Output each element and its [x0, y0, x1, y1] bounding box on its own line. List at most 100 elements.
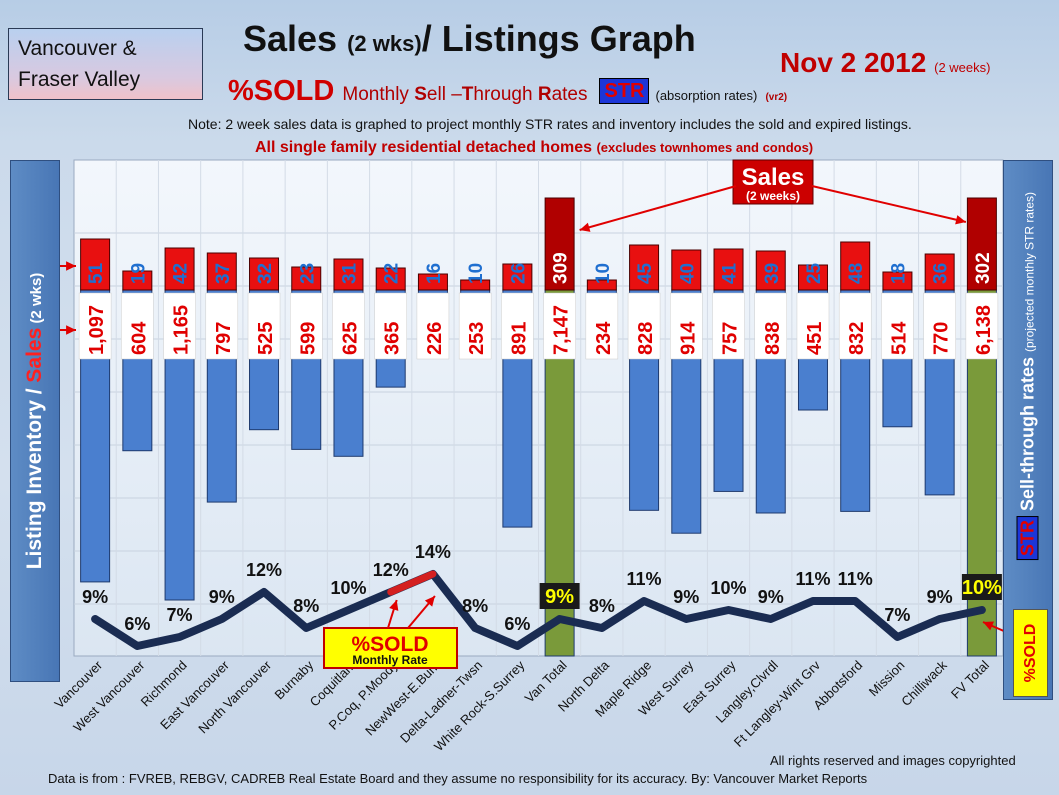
percent-label: 11% [795, 569, 830, 589]
sales-bar [375, 267, 406, 291]
sales-bar [544, 197, 575, 291]
subtitle-main: All single family residential detached h… [255, 139, 597, 156]
right-axis-text: Sell-through rates [1017, 352, 1038, 517]
inventory-label-box [332, 292, 365, 360]
left-axis-suffix: (2 wks) [28, 272, 45, 328]
sales-bar [586, 279, 617, 291]
inventory-axis-pointer-head [66, 325, 76, 335]
sales-value-label: 41 [720, 262, 741, 284]
sales-bar [80, 238, 111, 291]
sales-bar [206, 252, 237, 291]
sales-callout-box [732, 159, 814, 205]
sales-bar [502, 263, 533, 291]
sold-arrow-left-head [389, 600, 399, 611]
inventory-value-label: 226 [424, 322, 446, 355]
str-line [91, 570, 986, 650]
inventory-label-box [754, 292, 787, 360]
category-label: FV Total [948, 657, 992, 701]
inventory-value-label: 625 [339, 322, 361, 355]
inventory-value-label: 914 [677, 321, 699, 355]
category-label: NewWest-E.Burn [362, 658, 443, 739]
right-sold-badge: %SOLD [1013, 609, 1048, 697]
inventory-label-box [78, 292, 112, 360]
sales-value-label: 31 [339, 262, 360, 284]
percent-label: 6% [504, 614, 530, 634]
date-suffix: (2 weeks) [934, 60, 991, 75]
total-percent-box [961, 574, 1002, 600]
sales-value-label: 51 [86, 262, 107, 284]
copyright-note: All rights reserved and images copyright… [770, 753, 1016, 768]
inventory-value-label: 797 [213, 322, 235, 355]
percent-label: 8% [293, 596, 319, 616]
inventory-label-box [712, 292, 745, 360]
sold-callout-box [323, 627, 458, 669]
percent-label: 12% [373, 560, 409, 580]
inventory-value-label: 7,147 [551, 305, 573, 355]
left-axis-panel: Listing Inventory / Sales (2 wks) [10, 160, 60, 682]
inventory-label-box [670, 292, 703, 360]
inventory-label-box [374, 292, 407, 360]
region-line-1: Vancouver & [18, 37, 137, 60]
date-value: Nov 2 2012 [780, 47, 927, 78]
sales-callout-subtext: (2 weeks) [746, 189, 800, 203]
sales-value-label: 10 [593, 263, 614, 284]
left-axis-slash: / [23, 382, 46, 395]
percent-label: 9% [82, 587, 108, 607]
sales-bar [629, 244, 660, 291]
inventory-value-label: 514 [888, 321, 910, 355]
sell-through-hrough: hrough [473, 84, 538, 105]
sales-arrow-right-head [955, 215, 966, 225]
sold-callout-subtext: Monthly Rate [352, 653, 428, 667]
inventory-label-box [965, 292, 999, 360]
sales-value-label: 18 [888, 263, 909, 284]
sales-bar [291, 266, 322, 291]
inventory-label-box [627, 292, 661, 360]
sell-through-s: S [414, 84, 427, 105]
inventory-label-box [543, 292, 576, 360]
percent-label: 9% [758, 587, 784, 607]
version-tag: (vr2) [765, 92, 788, 103]
title-listings: / Listings Graph [421, 18, 696, 59]
percent-label: 9% [209, 587, 235, 607]
subtitle-small: (excludes townhomes and condos) [596, 140, 814, 155]
inventory-value-label: 365 [382, 322, 404, 355]
right-axis-panel: STR Sell-through rates (projected monthl… [1003, 160, 1053, 700]
str-line-highlight [387, 570, 437, 596]
sales-bar [755, 250, 786, 291]
inventory-value-label: 599 [297, 322, 319, 355]
percent-label: 11% [627, 569, 662, 589]
sales-value-label: 16 [424, 263, 445, 284]
report-date: Nov 2 2012 (2 weeks) [780, 47, 990, 79]
inventory-value-label: 525 [255, 322, 277, 355]
sales-value-label: 309 [551, 252, 572, 284]
left-axis-sales: Sales [23, 327, 46, 383]
title-period: (2 wks) [347, 31, 422, 56]
sales-value-label: 302 [973, 252, 994, 284]
sales-bar [713, 248, 744, 291]
percent-label: 14% [415, 542, 451, 562]
sold-arrow-right-head [424, 596, 435, 607]
inventory-label-box [501, 292, 534, 360]
note-text: Note: 2 week sales data is graphed to pr… [188, 116, 912, 132]
sales-bar [671, 249, 702, 291]
sales-bar [249, 257, 280, 291]
inventory-value-label: 6,138 [973, 305, 995, 355]
sales-value-label: 40 [677, 263, 698, 284]
inventory-value-label: 1,097 [86, 305, 108, 355]
sales-value-label: 37 [213, 263, 234, 284]
inventory-label-box [163, 292, 196, 360]
category-label: Mission [866, 658, 908, 700]
absorption-note: (absorption rates) [655, 88, 758, 103]
category-label: Chilliwack [898, 657, 950, 709]
sales-value-label: 19 [128, 263, 149, 284]
sales-value-label: 23 [297, 263, 318, 284]
sales-bar [122, 270, 153, 291]
percent-label: 7% [167, 605, 193, 625]
percent-label: 7% [884, 605, 910, 625]
sales-value-label: 32 [255, 263, 276, 284]
inventory-value-label: 832 [846, 322, 868, 355]
sales-bar [460, 279, 491, 291]
right-axis-str: STR [1016, 516, 1039, 561]
inventory-label-box [205, 292, 239, 360]
inventory-value-label: 891 [508, 322, 530, 355]
